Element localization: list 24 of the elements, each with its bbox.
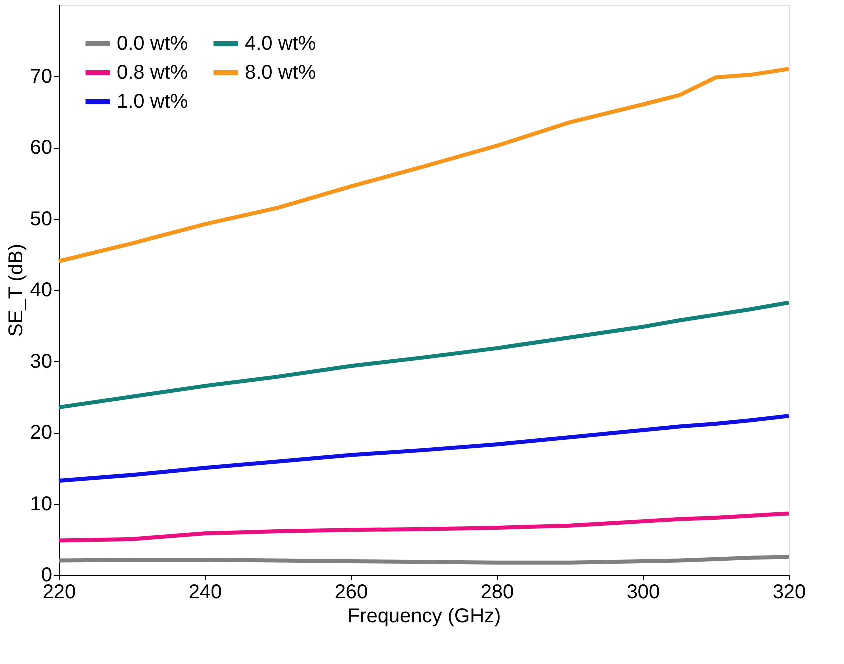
y-tick-label: 50 [30,208,52,230]
line-series [57,67,791,264]
y-tick-label: 30 [30,350,52,373]
x-axis-title: Frequency (GHz) [348,606,502,628]
x-tick-label: 220 [42,582,76,604]
y-axis-title: SE_T (dB) [5,244,28,337]
x-tick-label: 320 [772,582,806,604]
x-tick-label: 300 [626,582,660,604]
legend-label: 8.0 wt% [245,62,316,84]
line-series [57,512,791,543]
legend-label: 0.8 wt% [117,62,188,84]
y-tick-label: 70 [30,66,52,88]
legend-label: 0.0 wt% [117,33,188,55]
legend-label: 4.0 wt% [245,33,316,55]
legend-label: 1.0 wt% [117,91,188,113]
line-series [57,300,791,410]
y-tick-label: 40 [30,280,52,302]
y-tick-label: 60 [30,137,52,159]
x-tick-label: 280 [480,582,514,604]
y-tick-label: 10 [30,493,52,516]
x-tick-label: 240 [188,582,222,604]
y-tick-label: 20 [30,422,52,444]
line-series [57,414,791,483]
x-tick-label: 260 [334,582,368,604]
